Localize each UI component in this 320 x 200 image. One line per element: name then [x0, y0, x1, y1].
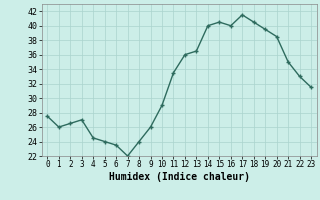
X-axis label: Humidex (Indice chaleur): Humidex (Indice chaleur): [109, 172, 250, 182]
